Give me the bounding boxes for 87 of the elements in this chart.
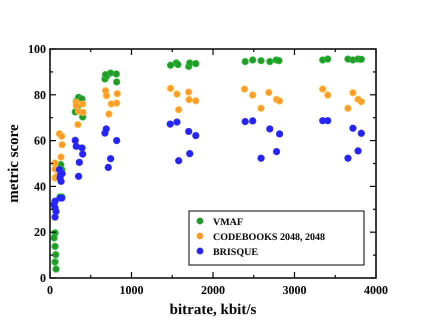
y-tick-label: 0	[40, 271, 46, 285]
point	[79, 100, 86, 108]
point	[57, 153, 65, 161]
point	[349, 124, 357, 132]
x-tick-label: 3000	[282, 283, 306, 297]
point	[175, 106, 182, 114]
point	[51, 242, 59, 250]
point	[113, 78, 120, 86]
point	[78, 144, 86, 152]
point	[266, 125, 274, 133]
point	[192, 97, 200, 104]
point	[166, 84, 174, 92]
point	[324, 117, 332, 124]
point	[186, 59, 194, 67]
point	[185, 88, 192, 96]
point	[358, 98, 365, 106]
point	[57, 178, 65, 185]
point	[275, 57, 283, 64]
point	[257, 57, 265, 64]
point	[173, 118, 181, 126]
y-tick-label: 60	[34, 134, 46, 148]
point	[249, 117, 256, 125]
point	[175, 157, 182, 164]
point	[107, 155, 114, 162]
point	[75, 172, 82, 180]
point	[192, 132, 200, 140]
x-tick-label: 2000	[201, 283, 225, 297]
point	[173, 90, 181, 98]
legend-label: BRISQUE	[213, 247, 258, 258]
point	[79, 108, 87, 116]
point	[358, 130, 365, 137]
point	[186, 150, 194, 158]
point	[249, 91, 256, 99]
point	[52, 251, 60, 258]
point	[249, 56, 256, 64]
point	[113, 137, 120, 144]
point	[242, 58, 249, 66]
x-tick-label: 1000	[120, 283, 144, 297]
point	[104, 164, 112, 171]
point	[50, 234, 58, 242]
y-tick-label: 20	[34, 225, 46, 240]
point	[51, 258, 59, 266]
point	[51, 213, 59, 221]
y-tick-label: 100	[28, 42, 46, 56]
point	[344, 154, 352, 162]
point	[324, 55, 332, 63]
point	[52, 265, 60, 273]
point	[266, 58, 274, 66]
point	[112, 70, 120, 78]
point	[166, 120, 174, 128]
point	[265, 88, 272, 96]
point	[186, 96, 193, 104]
point	[257, 104, 265, 112]
point	[72, 142, 80, 150]
point	[102, 92, 110, 100]
point	[113, 99, 120, 107]
point	[257, 154, 265, 162]
point	[272, 148, 280, 156]
point	[74, 120, 82, 128]
point	[58, 141, 66, 148]
point	[354, 147, 362, 155]
point	[114, 90, 121, 98]
point	[242, 118, 249, 126]
point	[166, 62, 174, 69]
y-tick-label: 80	[34, 88, 46, 102]
y-tick-label: 40	[34, 179, 46, 194]
point	[324, 91, 332, 99]
x-tick-label: 4000	[364, 283, 388, 297]
point	[349, 89, 357, 96]
x-axis-title: bitrate, kbit/s	[170, 302, 256, 318]
point	[79, 150, 86, 158]
point	[102, 125, 110, 133]
point	[185, 128, 192, 136]
legend-label: VMAF	[213, 217, 243, 228]
point	[276, 130, 284, 138]
y-axis-title: metric score	[6, 124, 22, 203]
point	[240, 85, 248, 93]
point	[105, 110, 113, 118]
point	[358, 56, 365, 63]
point	[344, 104, 352, 112]
point	[58, 132, 66, 140]
point	[76, 158, 83, 166]
point	[276, 97, 284, 105]
point	[192, 60, 200, 68]
point	[72, 136, 79, 144]
point	[319, 85, 326, 93]
legend-label: CODEBOOKS 2048, 2048	[213, 232, 325, 243]
